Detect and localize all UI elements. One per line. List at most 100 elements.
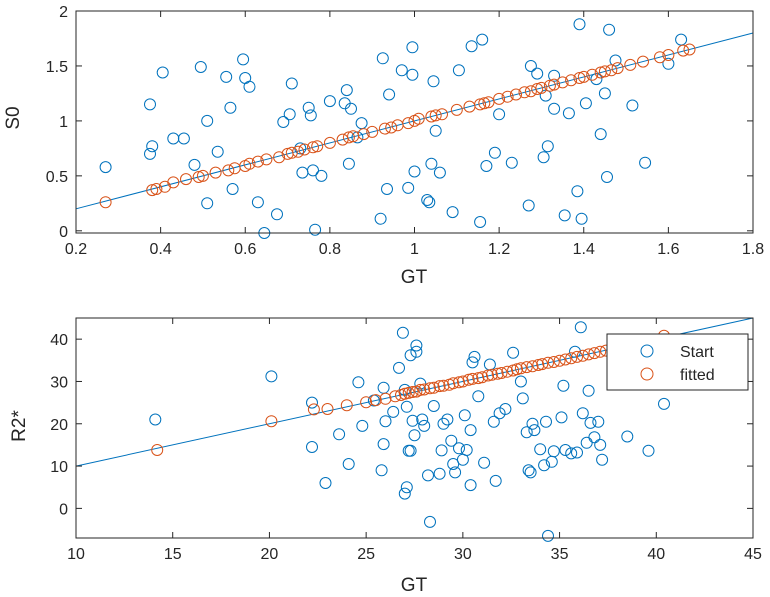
s0-start-point — [340, 84, 353, 97]
r2-fitted-point — [491, 367, 504, 380]
legend-box — [606, 333, 749, 391]
r2-start-point — [435, 444, 448, 457]
s0-fitted-point — [150, 183, 163, 195]
s0-start-point — [425, 157, 438, 170]
s0-start-point — [465, 40, 478, 53]
r2-start-point — [424, 515, 436, 528]
s0-start-point — [243, 80, 256, 93]
s0-start-point — [575, 212, 588, 225]
r2-fitted-point — [389, 390, 402, 403]
s0-start-point — [590, 73, 603, 86]
s0-start-point — [421, 194, 434, 206]
s0-start-point — [598, 87, 611, 100]
r2-start-point — [375, 464, 388, 477]
r2-start-point — [524, 466, 537, 479]
s0-start-point — [579, 97, 592, 110]
s0-fitted-point — [357, 128, 370, 141]
s0-xlabel: GT — [401, 267, 428, 288]
r2-start-point — [588, 431, 601, 444]
s0-start-point — [571, 185, 584, 198]
s0-xtick-label: 0.8 — [319, 241, 341, 258]
r2-fitted-point — [565, 352, 578, 365]
s0-fitted-point — [624, 58, 637, 71]
r2-start-point — [592, 415, 605, 428]
r2-start-point — [487, 415, 500, 428]
s0-start-point — [488, 146, 501, 159]
s0-start-point — [376, 52, 389, 65]
s0-ytick-label: 2 — [59, 4, 68, 21]
s0-fitted-point — [450, 103, 463, 116]
r2-ticks: 10 15 20 25 30 35 40 45 0 10 20 30 40 — [50, 318, 762, 563]
s0-fit-line — [75, 32, 754, 210]
s0-xtick-label: 0.6 — [234, 241, 256, 258]
r2-start-point — [547, 445, 560, 458]
s0-fitted-point — [243, 157, 256, 170]
r2-start-point — [453, 442, 465, 455]
r2-start-point — [559, 444, 572, 456]
r2-start-point — [584, 416, 597, 429]
s0-fitted-point — [611, 62, 624, 75]
r2-start-point — [379, 415, 392, 428]
r2-fitted-point — [526, 360, 539, 373]
s0-fitted-point — [307, 141, 319, 154]
s0-start-point — [201, 114, 214, 127]
s0-ytick-label: 1 — [59, 114, 68, 131]
s0-fitted-point — [209, 166, 222, 179]
r2-start-point — [574, 321, 587, 334]
s0-start-point — [177, 132, 190, 145]
s0-fitted-point — [251, 155, 264, 168]
r2-fitted-point — [424, 382, 436, 395]
legend-start-marker — [640, 344, 654, 358]
s0-fitted-point — [298, 143, 311, 156]
r2-start-point — [449, 466, 462, 479]
s0-start-point — [662, 57, 675, 70]
r2-start-point — [458, 409, 471, 422]
r2-start-point — [522, 464, 535, 477]
s0-fitted-point — [501, 90, 514, 103]
s0-fitted-point — [478, 97, 491, 110]
r2-start-point — [540, 415, 552, 428]
s0-start-point — [226, 183, 239, 195]
r2-start-point — [516, 392, 529, 405]
r2-ytick-label: 30 — [50, 374, 68, 391]
r2-ytick-label: 10 — [50, 459, 68, 476]
r2-start-point — [507, 346, 520, 359]
r2-start-point — [404, 349, 417, 362]
s0-start-point — [573, 18, 586, 31]
s0-start-point — [524, 60, 537, 72]
s0-fitted-point — [429, 109, 442, 122]
r2-start-point — [571, 446, 583, 459]
r2-fitted-point — [418, 383, 431, 396]
r2-fitted-point — [571, 350, 583, 363]
r2-fitted-point — [576, 349, 589, 362]
s0-fitted-point — [436, 108, 448, 121]
s0-axes: 0.2 0.4 0.6 0.8 1 1.2 1.4 1.6 1.8 0 0.5 1 1.5 2 GT S0 — [3, 4, 764, 288]
r2-fitted-point — [437, 379, 450, 392]
r2-start-point — [464, 424, 477, 437]
s0-start-point — [558, 209, 571, 222]
r2-xtick-label: 30 — [454, 546, 472, 563]
s0-start-point — [562, 107, 575, 120]
r2-start-point — [499, 403, 512, 415]
r2-fitted-point — [340, 399, 353, 412]
r2-fitted-point — [398, 387, 411, 400]
r2-start-point — [526, 417, 539, 430]
s0-ticks: 0.2 0.4 0.6 0.8 1 1.2 1.4 1.6 1.8 0 0.5 1 1.5 2 — [46, 4, 764, 258]
s0-start-point — [277, 116, 290, 128]
legend-fitted-label: fitted — [680, 367, 715, 384]
r2-fitted-point — [482, 369, 494, 382]
s0-fitted-point — [662, 49, 675, 61]
s0-xtick-label: 1.4 — [573, 241, 595, 258]
r2-fitted-point — [447, 377, 460, 390]
s0-fitted-point — [577, 70, 590, 83]
s0-start-point — [309, 223, 322, 236]
r2-legend: Start fitted — [606, 333, 749, 391]
r2-fitted-point — [532, 359, 545, 371]
s0-start-point — [537, 151, 550, 164]
r2-start-point — [396, 326, 409, 339]
r2-start-point — [528, 424, 541, 437]
s0-start-point — [271, 208, 283, 221]
r2-fitted-point — [588, 347, 601, 360]
r2-start-point — [387, 405, 400, 418]
